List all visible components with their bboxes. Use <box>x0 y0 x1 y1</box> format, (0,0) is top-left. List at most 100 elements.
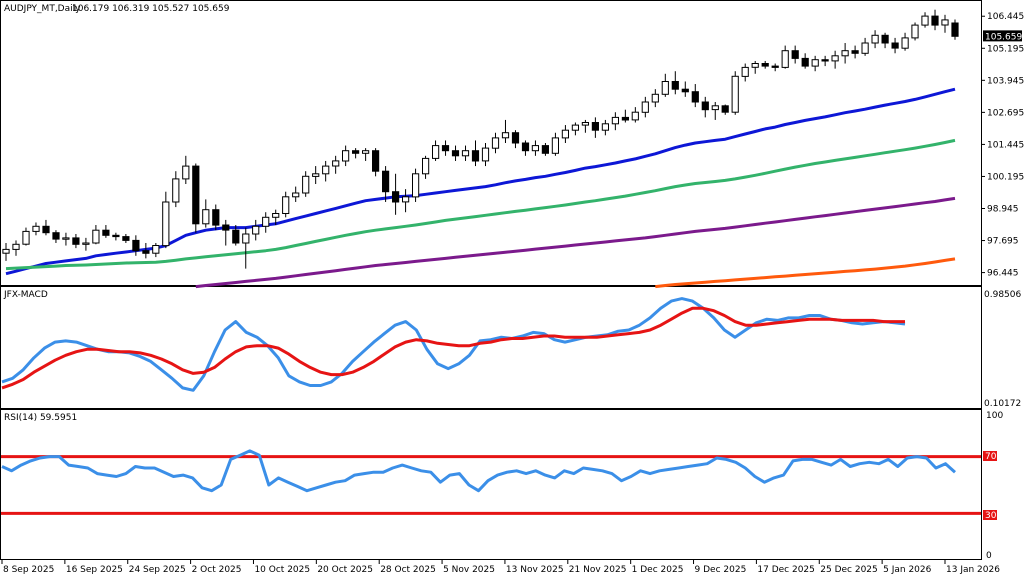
candle-body <box>372 150 380 172</box>
rsi-panel-frame <box>0 409 982 560</box>
candle-body <box>252 225 260 235</box>
date-tick-label: 24 Sep 2025 <box>129 565 186 575</box>
candle <box>232 225 240 246</box>
candle-body <box>931 15 939 26</box>
candle-body <box>42 225 50 234</box>
rsi-axis-top: 100 <box>986 411 1003 421</box>
current-price-marker: 105.659 <box>983 30 1022 42</box>
candle <box>422 155 430 179</box>
rsi-level-high-label: 70 <box>985 452 997 462</box>
candle <box>851 45 859 59</box>
candle <box>302 171 310 197</box>
candles <box>2 9 959 269</box>
candle <box>262 212 270 233</box>
candle-body <box>152 245 160 254</box>
candle-body <box>781 50 789 68</box>
candle <box>951 19 959 40</box>
candle-body <box>881 34 889 44</box>
date-tick-label: 17 Dec 2025 <box>757 565 815 575</box>
candle-body <box>461 150 470 157</box>
candle <box>172 171 180 208</box>
candle-body <box>422 157 430 175</box>
rsi-lines <box>1 449 981 515</box>
candle <box>691 84 699 108</box>
candle <box>372 148 380 177</box>
candle-body <box>122 236 130 241</box>
candle-body <box>272 213 280 218</box>
rsi-level-high-marker: 70 <box>983 451 997 462</box>
candle <box>471 140 480 167</box>
macd-title: JFX-MACD <box>3 290 48 300</box>
date-tick-label: 5 Nov 2025 <box>443 565 495 575</box>
candle <box>681 81 689 97</box>
candle-body <box>192 165 200 225</box>
candle-body <box>302 175 310 194</box>
date-tick-label: 10 Oct 2025 <box>254 565 310 575</box>
candle <box>581 119 589 133</box>
date-tick-label: 21 Nov 2025 <box>569 565 627 575</box>
candle-body <box>561 129 569 139</box>
candle-body <box>32 225 40 232</box>
candle-body <box>202 209 210 225</box>
candle-body <box>911 24 919 39</box>
candle-body <box>142 250 150 254</box>
date-tick-label: 8 Sep 2025 <box>3 565 54 575</box>
candle <box>102 225 110 238</box>
candle <box>891 37 899 54</box>
candle <box>881 32 889 49</box>
candle <box>901 32 909 51</box>
date-tick-label: 16 Sep 2025 <box>66 565 123 575</box>
candle-body <box>941 19 949 26</box>
candle-body <box>811 59 819 67</box>
ma-line <box>195 196 956 289</box>
candle <box>392 173 400 215</box>
candle-body <box>791 50 799 59</box>
candle-body <box>821 59 829 62</box>
candle-body <box>322 165 330 175</box>
candle-body <box>891 42 899 49</box>
candle <box>511 130 520 149</box>
candle-body <box>212 209 220 226</box>
candle-body <box>851 50 859 54</box>
candle-body <box>342 150 350 162</box>
candle <box>461 145 470 161</box>
candle-body <box>481 147 490 162</box>
rsi-line <box>1 449 957 493</box>
candle-body <box>232 229 240 244</box>
candle <box>42 219 50 236</box>
ma-line <box>5 138 956 271</box>
candle <box>222 219 230 246</box>
candle-body <box>511 132 520 144</box>
candle-body <box>172 178 180 203</box>
candle <box>382 166 390 202</box>
candle <box>781 45 789 69</box>
date-tick-label: 28 Oct 2025 <box>380 565 436 575</box>
candle <box>861 37 869 56</box>
candle-body <box>901 37 909 49</box>
candle-body <box>102 229 110 236</box>
candle-body <box>312 173 320 177</box>
candle <box>621 109 629 123</box>
date-tick-label: 13 Nov 2025 <box>506 565 564 575</box>
price-panel-frame <box>0 0 982 286</box>
candle <box>342 145 350 167</box>
candle-body <box>801 57 809 67</box>
macd-panel-frame <box>0 286 982 409</box>
candle <box>661 73 669 97</box>
candle-body <box>601 123 609 131</box>
candle <box>132 235 140 256</box>
candle <box>272 209 280 226</box>
candle <box>162 191 170 249</box>
candle <box>761 60 769 69</box>
candle-body <box>921 15 929 26</box>
candle <box>12 240 20 256</box>
candle <box>32 222 40 236</box>
date-tick-label: 13 Jan 2026 <box>946 565 1000 575</box>
candle-body <box>871 34 879 44</box>
candle-body <box>292 192 300 198</box>
candle <box>551 132 559 156</box>
candle <box>871 30 879 49</box>
candle-body <box>62 237 70 240</box>
candle <box>2 242 10 261</box>
